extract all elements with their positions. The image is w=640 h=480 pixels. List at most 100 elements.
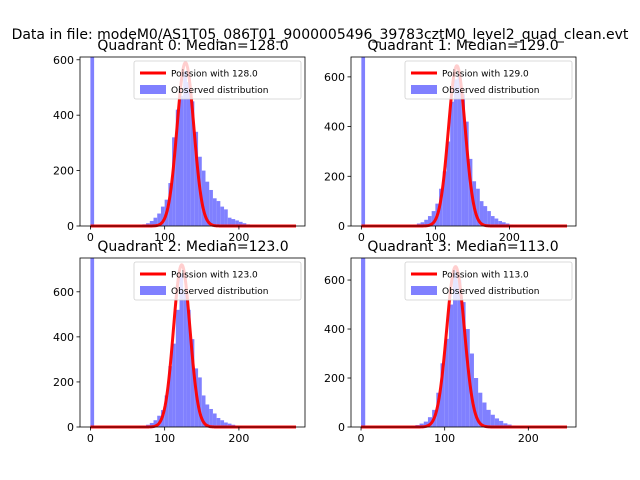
histogram-bar [209,189,213,226]
histogram-bar [90,57,95,226]
figure-suptitle: Data in file: modeM0/AS1T05_086T01_90000… [12,27,629,43]
y-tick-label: 0 [338,421,345,434]
legend: Poission with 123.0 Observed distribution [133,261,302,301]
legend: Poission with 113.0 Observed distribution [404,261,573,301]
histogram-bar [427,417,433,427]
histogram-bar [201,395,206,427]
histogram-bar [194,131,199,226]
y-tick-label: 200 [324,372,345,385]
histogram-bar [164,395,169,427]
histogram-bar [420,222,425,226]
y-tick-label: 0 [67,220,74,233]
subplot-quadrant-2: Quadrant 2: Median=123.0 0 100 200 0 200 400 6… [53,239,306,445]
histogram-bar [186,81,191,227]
histogram-bar [494,418,500,427]
histogram-bar [450,101,454,226]
histogram-bar [227,423,232,427]
histogram-bar [361,57,366,226]
histogram-bar [220,420,225,427]
histogram-bar [487,211,491,226]
y-tick-label: 400 [53,109,74,122]
histogram-bar [427,216,432,226]
x-tick-label: 100 [425,231,446,244]
histogram-bar [183,70,187,226]
x-tick-label: 100 [154,231,175,244]
histogram-bar [175,309,180,427]
histogram-bar [361,258,366,427]
histogram-bar [172,343,176,427]
histogram-bar [205,181,210,226]
subplot-quadrant-0: Quadrant 0: Median=128.0 0 100 200 0 200 400 6… [53,38,306,244]
histogram-bar [209,408,213,427]
histogram-bar [201,170,206,226]
x-tick-label: 0 [87,231,94,244]
histogram-bar [216,417,221,427]
x-tick-label: 0 [358,231,365,244]
legend-histogram-swatch [140,286,166,295]
legend-histogram-label: Observed distribution [442,86,539,96]
axes-frame [79,56,306,227]
histogram-bar [212,413,217,427]
histogram-bar [157,213,161,226]
histogram-bar [153,217,158,226]
axes-frame [79,257,306,428]
legend-histogram-label: Observed distribution [171,287,268,297]
x-tick-label: 100 [434,432,455,445]
legend: Poission with 129.0 Observed distribution [404,60,573,100]
subplot-title: Quadrant 2: Median=123.0 [97,239,288,255]
histogram-bar [431,211,436,226]
legend-histogram-swatch [411,85,437,94]
histogram-bar [483,206,488,226]
histogram-bar [444,338,449,427]
y-tick-label: 600 [324,71,345,84]
y-tick-label: 200 [53,165,74,178]
histogram-bar [476,188,480,226]
legend-poisson-label: Poission with 123.0 [171,271,258,281]
histogram-bar [479,201,484,226]
histogram-bar [498,221,502,226]
histogram-bar [205,404,210,427]
histogram-bar [490,414,495,427]
y-tick-label: 200 [53,376,74,389]
y-tick-label: 0 [67,421,74,434]
histogram-bar [149,422,154,427]
plot-area: 0 100 200 0 200 400 600 Poission with 128.0 Obse… [53,54,306,244]
histogram-bar [424,219,428,226]
histogram-bars [90,258,247,427]
histogram-bar [160,206,165,226]
y-tick-label: 0 [338,220,345,233]
legend-histogram-swatch [411,286,437,295]
plot-area: 0 100 200 0 200 400 600 Poission with 123.0 Obse… [53,257,306,445]
histogram-bar [439,188,443,226]
histogram-bar [461,94,465,226]
legend-histogram-swatch [140,85,166,94]
legend-poisson-label: Poission with 128.0 [171,70,258,80]
y-tick-label: 600 [53,286,74,299]
histogram-bar [190,339,195,427]
legend-poisson-label: Poission with 113.0 [442,271,529,281]
legend: Poission with 128.0 Observed distribution [133,60,302,100]
subplot-quadrant-3: Quadrant 3: Median=113.0 0 100 200 0 200 400 6… [324,239,577,445]
y-tick-label: 200 [324,170,345,183]
subplot-quadrant-1: Quadrant 1: Median=129.0 0 100 200 0 200 400 6… [324,38,577,244]
histogram-bar [453,79,458,227]
plot-area: 0 100 200 0 200 400 600 Poission with 129.0 Obse… [324,56,577,244]
histogram-bar [153,420,158,427]
histogram-bar [168,366,173,427]
histogram-bar [231,219,236,226]
histogram-bar [436,392,441,427]
histogram-bar [446,141,451,226]
histogram-bar [423,421,428,427]
legend-poisson-label: Poission with 129.0 [442,70,529,80]
histogram-bar [90,258,95,427]
x-tick-label: 200 [518,432,539,445]
histogram-bar [499,420,504,427]
legend-box [404,261,573,301]
histogram-bar [501,222,506,226]
histogram-bar [494,218,499,226]
histogram-bar [419,423,424,427]
histogram-bar [238,221,243,226]
histogram-bar [149,221,154,226]
subplot-title: Quadrant 0: Median=128.0 [97,38,288,54]
